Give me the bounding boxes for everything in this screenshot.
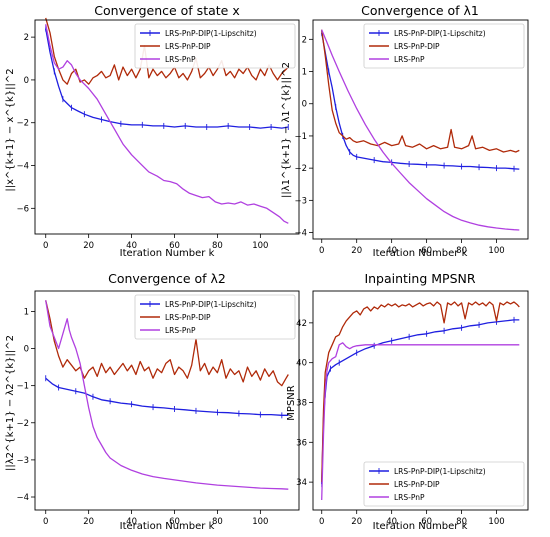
x-tick-label: 80: [456, 246, 467, 256]
legend-box: [363, 461, 525, 507]
y-tick-label: 0: [24, 76, 29, 86]
y-tick-label: −4: [16, 162, 29, 172]
series-line: [321, 319, 520, 485]
y-tick-label: 1: [302, 68, 307, 78]
y-tick-label: −3: [16, 456, 29, 466]
x-tick-label: 100: [488, 246, 504, 256]
x-tick-label: 20: [351, 517, 362, 527]
y-tick-label: 2: [24, 33, 29, 43]
legend-entry: LRS-PnP-DIP(1-Lipschitz): [165, 29, 257, 38]
y-tick-label: −4: [16, 493, 29, 503]
x-tick-label: 40: [126, 241, 137, 251]
x-tick-label: 60: [169, 517, 180, 527]
legend: LRS-PnP-DIP(1-Lipschitz) LRS-PnP-DIP LRS-P…: [363, 23, 525, 69]
legend: LRS-PnP-DIP(1-Lipschitz) LRS-PnP-DIP LRS-P…: [363, 461, 525, 507]
x-tick-label: 60: [421, 246, 432, 256]
series-line: [321, 29, 520, 231]
y-tick-label: −2: [16, 119, 29, 129]
x-tick-label: 0: [43, 241, 48, 251]
legend-entry: LRS-PnP-DIP: [394, 42, 440, 51]
series-line: [321, 301, 520, 483]
x-tick-label: 80: [456, 517, 467, 527]
x-tick-label: 60: [421, 517, 432, 527]
x-tick-label: 100: [488, 517, 504, 527]
legend-entry: LRS-PnP: [165, 55, 196, 64]
series-line: [45, 300, 289, 387]
series-line: [321, 32, 520, 170]
x-tick-label: 20: [83, 241, 94, 251]
panel-state-x: Convergence of state x Iteration Number …: [5, 3, 300, 259]
y-axis-label: ||x^{k+1} − x^{k}||^2: [5, 68, 16, 191]
legend: LRS-PnP-DIP(1-Lipschitz) LRS-PnP-DIP LRS-P…: [134, 23, 296, 69]
y-axis-label: ||λ1^{k+1} − λ1^{k}||^2: [281, 62, 292, 198]
panel-title: Convergence of λ2: [108, 271, 226, 286]
series-line: [45, 377, 289, 416]
panel-title: Convergence of λ1: [361, 3, 479, 18]
legend-entry: LRS-PnP: [394, 493, 425, 502]
x-tick-label: 80: [212, 241, 223, 251]
y-tick-label: 42: [296, 319, 307, 329]
x-tick-label: 20: [351, 246, 362, 256]
series-line: [45, 17, 289, 85]
y-tick-label: −2: [16, 419, 29, 429]
legend-entry: LRS-PnP: [394, 55, 425, 64]
series-line: [321, 29, 520, 153]
x-tick-label: 40: [386, 246, 397, 256]
y-tick-label: 36: [296, 438, 307, 448]
x-axis-label: Iteration Number k: [373, 248, 468, 259]
series-line: [45, 300, 289, 490]
legend-box: [134, 294, 296, 340]
x-axis-label: Iteration Number k: [373, 521, 468, 532]
legend-entry: LRS-PnP-DIP: [394, 480, 440, 489]
panel-title: Convergence of state x: [94, 3, 239, 18]
y-tick-label: 2: [302, 35, 307, 45]
x-tick-label: 40: [386, 517, 397, 527]
axes-frame: [34, 290, 300, 511]
panel-lambda1: Convergence of λ1 Iteration Number k ||λ…: [281, 3, 529, 259]
x-tick-label: 60: [169, 241, 180, 251]
legend-box: [134, 23, 296, 69]
y-axis-label: MPSNR: [286, 385, 297, 420]
x-tick-label: 40: [126, 517, 137, 527]
axes-frame: [34, 19, 300, 235]
y-tick-label: 38: [296, 398, 307, 408]
panel-lambda2: Convergence of λ2 Iteration Number k ||λ…: [5, 271, 300, 532]
x-tick-label: 0: [319, 517, 324, 527]
x-tick-label: 0: [319, 246, 324, 256]
y-tick-label: 0: [24, 345, 29, 355]
panel-title: Inpainting MPSNR: [364, 271, 475, 286]
y-tick-label: −1: [16, 382, 29, 392]
legend-entry: LRS-PnP-DIP: [165, 42, 211, 51]
legend-entry: LRS-PnP-DIP(1-Lipschitz): [165, 300, 257, 309]
y-axis-label: ||λ2^{k+1} − λ2^{k}||^2: [5, 335, 16, 471]
x-axis-label: Iteration Number k: [120, 248, 215, 259]
axes-frame: [312, 19, 529, 240]
y-tick-label: −3: [294, 196, 307, 206]
series-line: [45, 24, 289, 224]
legend-entry: LRS-PnP-DIP: [165, 313, 211, 322]
panel-mpsnr: Inpainting MPSNR Iteration Number k MPSN…: [286, 271, 529, 532]
y-tick-label: 34: [296, 478, 307, 488]
axes-frame: [312, 290, 529, 511]
y-tick-label: 1: [24, 307, 29, 317]
y-tick-label: −1: [294, 132, 307, 142]
y-tick-label: 40: [296, 359, 307, 369]
legend-box: [363, 23, 525, 69]
legend: LRS-PnP-DIP(1-Lipschitz) LRS-PnP-DIP LRS-P…: [134, 294, 296, 340]
legend-entry: LRS-PnP-DIP(1-Lipschitz): [394, 467, 486, 476]
legend-entry: LRS-PnP: [165, 326, 196, 335]
y-tick-label: 0: [302, 100, 307, 110]
legend-entry: LRS-PnP-DIP(1-Lipschitz): [394, 29, 486, 38]
series-line: [321, 342, 520, 501]
x-axis-label: Iteration Number k: [120, 521, 215, 532]
x-tick-label: 0: [43, 517, 48, 527]
y-tick-label: −6: [16, 204, 29, 214]
x-tick-label: 80: [212, 517, 223, 527]
y-tick-label: −4: [294, 229, 307, 239]
x-tick-label: 100: [252, 517, 268, 527]
x-tick-label: 20: [83, 517, 94, 527]
x-tick-label: 100: [252, 241, 268, 251]
y-tick-label: −2: [294, 164, 307, 174]
